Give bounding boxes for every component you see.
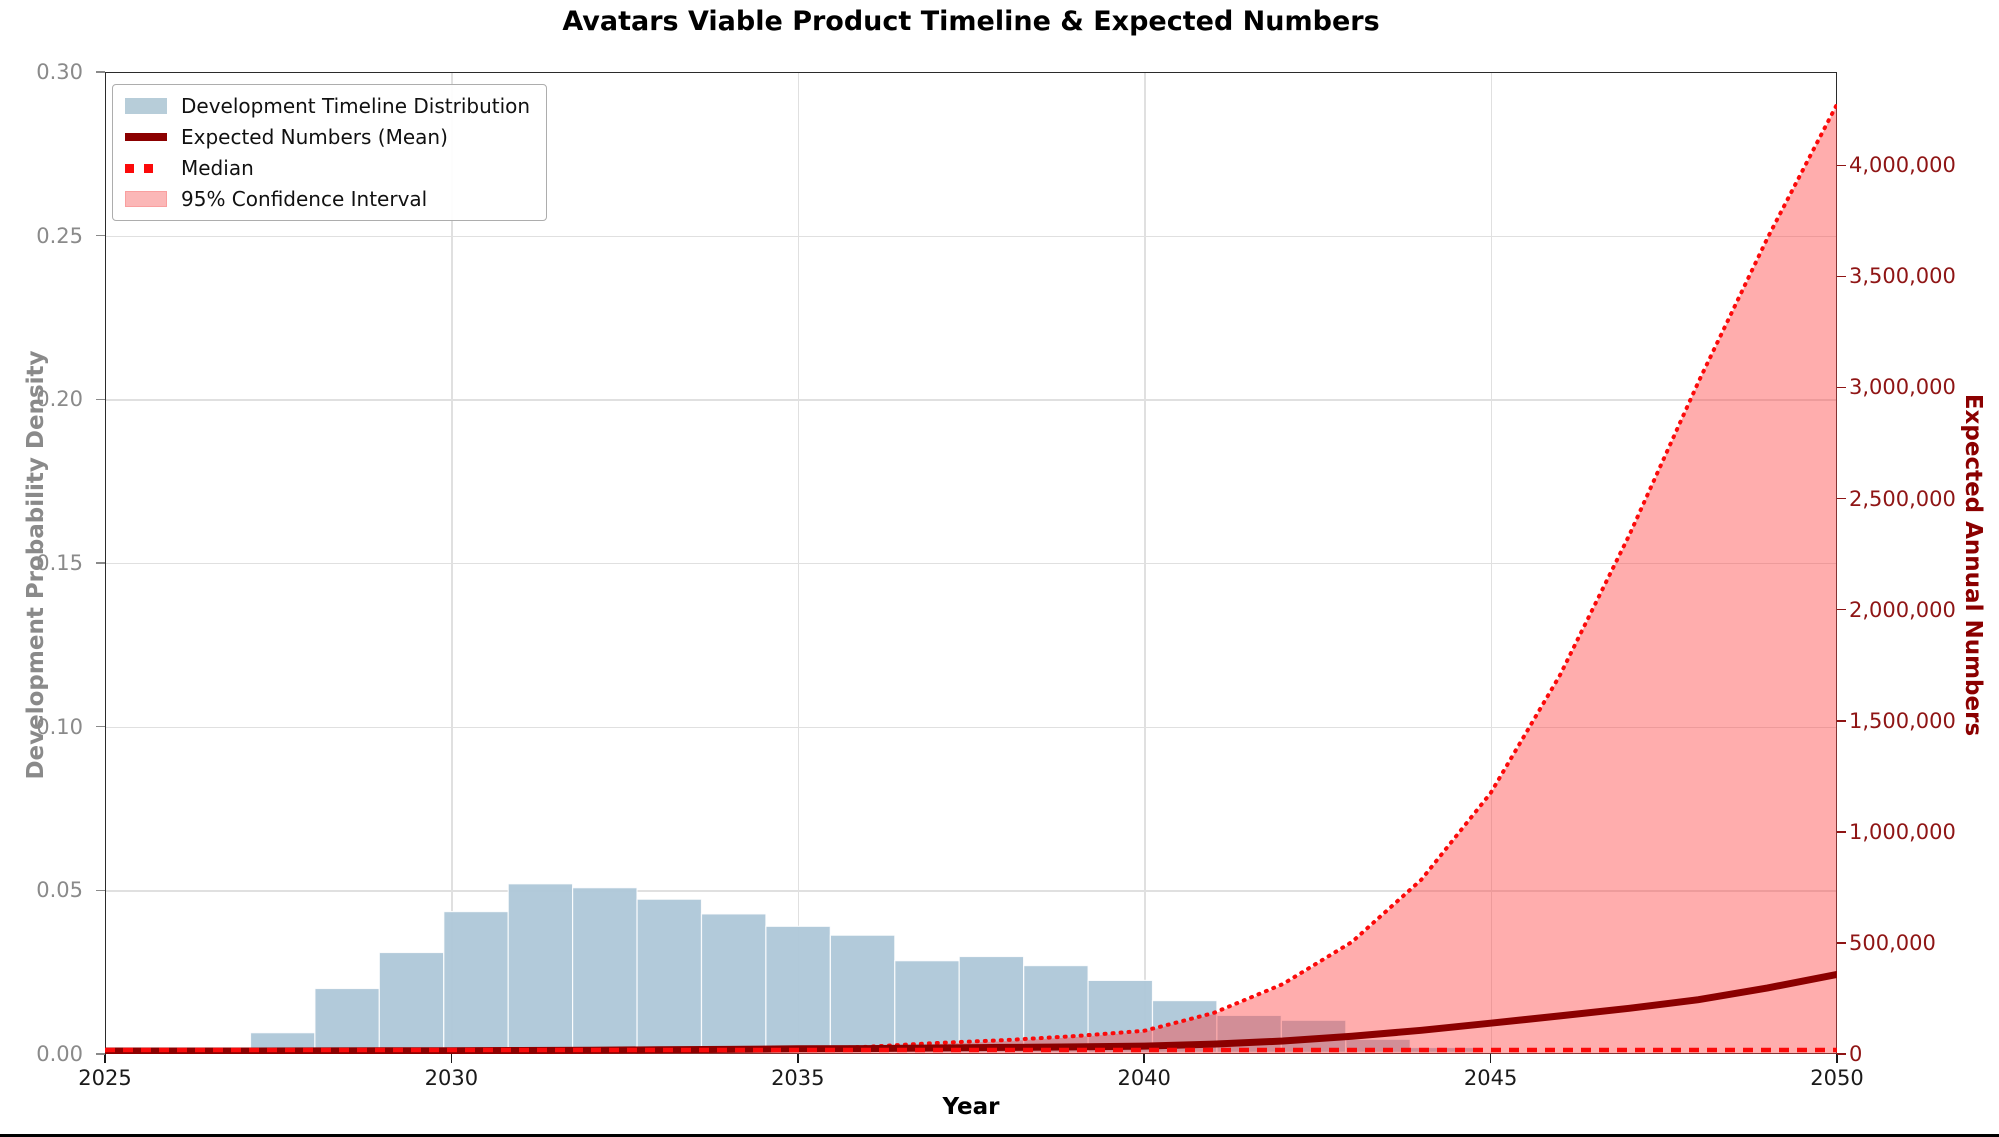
x-tick-label: 2030 [424,1066,479,1090]
y-left-tick-mark [96,71,105,73]
y-left-tick-label: 0.15 [36,551,83,575]
x-tick-mark [797,1054,799,1063]
y-right-tick-label: 4,000,000 [1849,153,1956,178]
plot-area [105,72,1837,1054]
y-left-tick-mark [96,889,105,892]
histogram-swatch-icon [125,98,167,114]
median-dotted-swatch-icon [125,163,167,173]
x-tick-label: 2050 [1810,1066,1864,1090]
y-right-tick-label: 0 [1849,1042,1863,1066]
histogram-bar [700,913,767,1054]
y-left-tick-label: 0.30 [36,60,83,84]
y-right-tick-mark [1837,275,1846,278]
histogram-bar [443,910,509,1053]
histogram-bar [378,951,445,1054]
legend-label: Median [181,156,254,180]
y-right-tick-mark [1837,942,1846,944]
plot-canvas [105,102,1837,1054]
histogram-bar [829,934,896,1054]
histogram-bar [314,987,380,1054]
legend-label: Development Timeline Distribution [181,94,531,118]
y-left-tick-mark [96,1053,105,1055]
histogram-bar [894,960,960,1054]
y-left-tick-mark [96,725,105,728]
y-left-tick-mark [96,398,105,401]
gridline-horizontal [106,890,1836,892]
x-tick-mark [1836,1054,1838,1063]
x-tick-mark [1489,1054,1492,1063]
gridline-horizontal [106,399,1836,401]
y-left-tick-label: 0.10 [36,714,83,739]
legend-label: Expected Numbers (Mean) [181,125,448,149]
gridline-horizontal [106,726,1836,729]
y-left-tick-label: 0.25 [36,223,83,248]
x-tick-mark [450,1054,453,1063]
x-axis-label: Year [942,1094,1000,1120]
histogram-bar [1087,979,1154,1054]
chart-title: Avatars Viable Product Timeline & Expect… [562,6,1380,37]
y-left-tick-label: 0.05 [36,878,83,903]
y-left-tick-mark [96,234,105,237]
y-right-tick-label: 1,500,000 [1849,708,1956,733]
y-right-tick-label: 2,000,000 [1849,597,1956,622]
y-right-tick-mark [1837,164,1846,167]
histogram-bar [572,887,638,1054]
y-right-tick-label: 1,000,000 [1849,819,1956,844]
x-tick-label: 2045 [1463,1066,1518,1090]
legend-item-median: Median [125,156,530,180]
histogram-series [249,883,1476,1054]
legend-item-mean: Expected Numbers (Mean) [125,125,530,149]
x-tick-label: 2040 [1117,1066,1171,1090]
legend-item-distribution: Development Timeline Distribution [125,94,531,118]
legend-item-ci: 95% Confidence Interval [125,187,530,211]
y-axis-label-right: Expected Annual Numbers [1960,393,1986,737]
histogram-bar [765,925,831,1053]
histogram-bar [636,898,703,1054]
y-left-tick-mark [96,562,105,564]
x-tick-label: 2025 [78,1066,132,1090]
x-tick-mark [1143,1054,1145,1063]
y-right-tick-mark [1837,386,1846,389]
gridline-horizontal [106,563,1836,565]
legend: Development Timeline Distribution Expect… [112,84,548,221]
confidence-band [105,105,1837,1054]
y-right-tick-mark [1837,1053,1846,1055]
y-right-tick-label: 3,500,000 [1849,264,1956,289]
mean-line-swatch-icon [125,133,167,141]
y-right-tick-label: 3,000,000 [1849,375,1956,400]
ci-band-swatch-icon [125,191,167,207]
gridline-horizontal [106,235,1836,238]
y-right-tick-label: 500,000 [1849,930,1936,955]
y-left-tick-label: 0.20 [36,387,83,412]
x-tick-label: 2035 [771,1066,825,1090]
y-right-tick-mark [1837,608,1846,611]
y-right-tick-mark [1837,719,1846,722]
legend-label: 95% Confidence Interval [181,187,428,211]
y-right-tick-mark [1837,497,1846,500]
y-right-tick-mark [1837,831,1846,833]
y-right-tick-label: 2,500,000 [1849,486,1956,511]
y-left-tick-label: 0.00 [36,1042,83,1066]
x-tick-mark [104,1054,106,1063]
histogram-bar [958,955,1025,1054]
histogram-bar [1345,1038,1411,1053]
histogram-bar [507,883,574,1053]
y-axis-label-left: Development Probability Density [23,350,49,780]
